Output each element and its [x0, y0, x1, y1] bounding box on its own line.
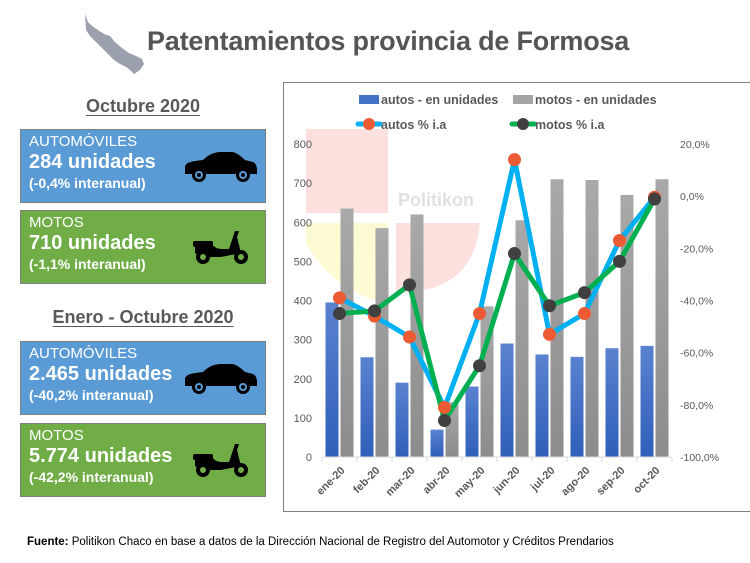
page-title: Patentamientos provincia de Formosa: [147, 26, 630, 56]
card-change: (-1,1% interanual): [29, 256, 146, 272]
chart-legend: autos - en unidades motos - en unidades au…: [355, 93, 657, 132]
formosa-province-map-icon: [85, 14, 144, 74]
motos-pct-marker: [333, 307, 346, 321]
y2-axis-tick: -60,0%: [680, 348, 713, 360]
y-axis-tick: 100: [294, 413, 312, 425]
bar-motos: [375, 228, 389, 457]
bar-autos: [570, 356, 584, 457]
bar-autos: [395, 382, 409, 457]
monthly-motos-card: MOTOS 710 unidades (-1,1% interanual): [20, 210, 266, 284]
x-axis-label: ago-20: [559, 465, 593, 499]
card-label: AUTOMÓVILES: [29, 133, 138, 150]
autos-pct-marker: [543, 327, 556, 341]
y2-axis-tick: -20,0%: [680, 243, 713, 255]
motos-pct-marker: [403, 278, 416, 292]
bar-autos: [605, 348, 619, 457]
monthly-section-title: Octubre 2020: [85, 96, 201, 116]
car-icon: [185, 152, 257, 182]
bar-motos: [515, 220, 529, 457]
card-units: 5.774 unidades: [29, 445, 173, 467]
bar-motos: [550, 179, 564, 457]
motos-pct-line: [339, 197, 657, 423]
card-label: MOTOS: [29, 427, 84, 444]
card-change: (-40,2% interanual): [29, 387, 154, 403]
y-axis-tick: 800: [294, 139, 312, 151]
x-axis-label: may-20: [452, 465, 487, 500]
ytd-motos-card: MOTOS 5.774 unidades (-42,2% interanual): [20, 423, 266, 497]
x-axis-label: jul-20: [528, 465, 558, 495]
svg-text:motos % i.a: motos % i.a: [535, 118, 606, 132]
scooter-icon: [193, 444, 248, 477]
ytd-section-title: Enero - Octubre 2020: [52, 307, 234, 327]
ytd-autos-card: AUTOMÓVILES 2.465 unidades (-40,2% inter…: [20, 341, 266, 415]
y2-axis-tick: -40,0%: [680, 296, 713, 308]
monthly-autos-card: AUTOMÓVILES 284 unidades (-0,4% interanu…: [20, 129, 266, 203]
y-axis-tick: 600: [294, 217, 312, 229]
card-units: 710 unidades: [29, 232, 156, 254]
bar-motos: [410, 214, 424, 457]
autos-pct-marker: [403, 330, 416, 344]
bar-autos: [535, 354, 549, 457]
svg-text:autos % i.a: autos % i.a: [381, 118, 447, 132]
y2-axis-tick: 0,0%: [680, 191, 704, 203]
motos-pct-marker: [578, 286, 591, 300]
svg-text:autos - en unidades: autos - en unidades: [381, 93, 498, 107]
svg-text:Politikon: Politikon: [398, 190, 474, 210]
motos-pct-marker: [473, 359, 486, 373]
y-axis-tick: 700: [294, 178, 312, 190]
autos-pct-marker: [613, 234, 626, 248]
bar-autos: [325, 302, 339, 457]
card-units: 284 unidades: [29, 151, 156, 173]
motos-pct-marker: [508, 247, 521, 261]
y-axis-tick: 300: [294, 335, 312, 347]
card-units: 2.465 unidades: [29, 363, 173, 385]
x-axis-label: oct-20: [631, 465, 662, 496]
card-change: (-0,4% interanual): [29, 175, 146, 191]
source-text: Politikon Chaco en base a datos de la Di…: [68, 536, 614, 548]
y-axis-tick: 500: [294, 256, 312, 268]
scooter-icon: [193, 231, 248, 264]
autos-pct-marker: [508, 153, 521, 167]
x-axis-label: mar-20: [384, 465, 418, 499]
x-axis-label: jun-20: [491, 465, 523, 497]
x-axis-label: ene-20: [314, 465, 347, 498]
x-axis-label: abr-20: [421, 465, 453, 497]
autos-pct-marker: [438, 400, 451, 414]
motos-pct-marker: [543, 299, 556, 313]
bar-autos: [360, 357, 374, 457]
card-label: AUTOMÓVILES: [29, 345, 138, 362]
bar-motos: [340, 208, 354, 457]
autos-pct-marker: [473, 307, 486, 321]
bar-autos: [640, 345, 654, 457]
chart-canvas: Politikon 0 100 200 300 400 500 600 700 800 -100,0…: [294, 93, 719, 500]
y2-axis-tick: -80,0%: [680, 400, 713, 412]
autos-pct-marker: [333, 291, 346, 305]
y-axis-tick: 0: [306, 452, 312, 464]
combo-chart: Politikon 0 100 200 300 400 500 600 700 800 -100,0…: [283, 82, 750, 512]
motos-pct-marker: [613, 254, 626, 268]
y2-axis-tick: -100,0%: [680, 452, 719, 464]
svg-text:motos - en unidades: motos - en unidades: [535, 93, 657, 107]
politikon-watermark: Politikon: [306, 129, 480, 303]
y2-axis-tick: 20,0%: [680, 139, 710, 151]
x-axis-label: sep-20: [594, 465, 627, 498]
source-label: Fuente:: [27, 536, 69, 548]
card-label: MOTOS: [29, 214, 84, 231]
motos-pct-marker: [648, 192, 661, 206]
bar-motos: [655, 179, 669, 457]
car-icon: [185, 364, 257, 394]
header: Patentamientos provincia de Formosa: [0, 0, 750, 75]
y-axis-tick: 200: [294, 374, 312, 386]
bar-autos: [465, 386, 479, 457]
autos-pct-marker: [578, 307, 591, 321]
bar-motos: [585, 179, 599, 457]
motos-pct-marker: [438, 413, 451, 427]
x-axis-label: feb-20: [351, 465, 382, 496]
bar-autos: [500, 343, 514, 457]
motos-pct-marker: [368, 304, 381, 318]
bar-autos: [430, 429, 444, 457]
y-axis-tick: 400: [294, 296, 312, 308]
card-change: (-42,2% interanual): [29, 469, 154, 485]
source-footer: Fuente: Politikon Chaco en base a datos …: [27, 536, 614, 548]
